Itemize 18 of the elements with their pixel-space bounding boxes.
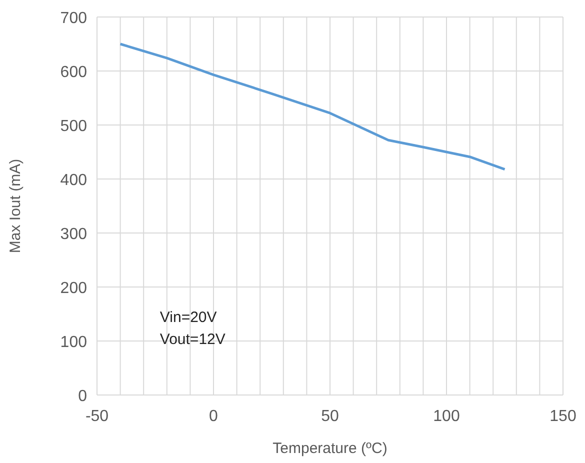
x-tick-label: 150 <box>550 408 576 425</box>
y-tick-label: 100 <box>60 334 88 351</box>
x-tick-label: 100 <box>433 408 460 425</box>
annotation: Vin=20V <box>160 309 217 326</box>
y-axis-title: Max Iout (mA) <box>7 158 24 254</box>
y-tick-label: 400 <box>60 172 88 189</box>
y-tick-label: 700 <box>60 10 88 27</box>
y-tick-label: 600 <box>60 64 88 81</box>
y-tick-label: 300 <box>60 226 88 243</box>
annotation: Vout=12V <box>160 331 226 348</box>
y-tick-label: 0 <box>78 388 88 405</box>
x-tick-label: 0 <box>209 408 218 425</box>
x-tick-label: -50 <box>85 408 109 425</box>
x-axis-title: Temperature (ºC) <box>272 440 388 457</box>
line-series <box>119 42 506 171</box>
x-tick-label: 50 <box>321 408 339 425</box>
y-tick-label: 500 <box>60 118 88 135</box>
y-tick-label: 200 <box>60 280 88 297</box>
